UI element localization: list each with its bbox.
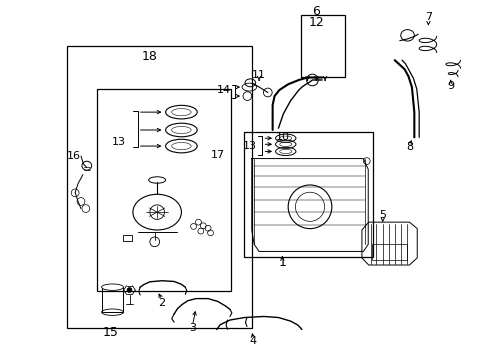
Text: 12: 12 <box>308 16 324 29</box>
Bar <box>102 287 123 312</box>
Circle shape <box>287 185 331 229</box>
Text: 7: 7 <box>424 12 431 22</box>
Bar <box>67 46 251 328</box>
Text: 16: 16 <box>66 151 81 161</box>
Text: 1: 1 <box>278 256 285 269</box>
Text: 15: 15 <box>103 327 119 339</box>
Bar <box>301 15 344 77</box>
Bar <box>371 244 406 260</box>
Text: 13: 13 <box>111 138 125 148</box>
Text: 5: 5 <box>379 210 386 220</box>
Circle shape <box>127 288 132 292</box>
Text: 14: 14 <box>216 85 230 95</box>
Text: 9: 9 <box>446 81 453 91</box>
Bar <box>97 89 230 291</box>
Text: 4: 4 <box>249 337 256 346</box>
Text: 11: 11 <box>251 69 265 80</box>
Text: 8: 8 <box>405 142 412 152</box>
Text: 17: 17 <box>211 150 225 160</box>
Text: 2: 2 <box>158 297 165 307</box>
Bar <box>244 132 372 257</box>
Text: 10: 10 <box>275 132 289 142</box>
Text: 6: 6 <box>312 5 320 18</box>
Ellipse shape <box>102 284 123 291</box>
Text: 3: 3 <box>189 323 196 333</box>
Text: 18: 18 <box>142 50 158 63</box>
Text: 13: 13 <box>243 141 257 151</box>
